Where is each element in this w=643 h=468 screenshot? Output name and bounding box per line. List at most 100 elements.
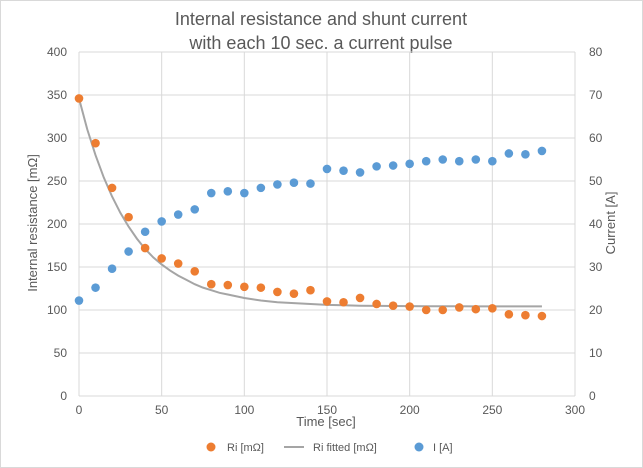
data-point-current [240, 188, 249, 198]
legend-marker-ri [206, 442, 216, 452]
data-point-ri [74, 94, 84, 103]
data-point-current [74, 296, 84, 305]
x-tick-label: 100 [234, 403, 254, 417]
y-right-tick-label: 60 [589, 131, 603, 145]
legend-marker-current [414, 442, 424, 452]
y-right-tick-label: 30 [589, 260, 603, 274]
data-point-ri [372, 299, 381, 309]
data-point-ri [405, 302, 414, 311]
data-point-ri [537, 311, 547, 321]
y-left-tick-label: 50 [54, 346, 68, 360]
y-right-tick-label: 50 [589, 174, 603, 188]
data-point-ri [521, 310, 530, 320]
legend-label-ri: Ri [mΩ] [227, 442, 264, 454]
x-axis-ticks: 0 50 100 150 200 250 300 [76, 403, 586, 417]
data-point-ri [190, 267, 200, 276]
plot-area [74, 94, 547, 321]
y-right-tick-label: 70 [589, 88, 603, 102]
y-left-axis-ticks: 0 50 100 150 200 250 300 350 400 [47, 45, 67, 403]
chart-title: Internal resistance and shunt current wi… [175, 9, 467, 53]
data-point-ri [488, 303, 497, 313]
data-point-ri [289, 289, 299, 298]
data-point-ri [240, 282, 249, 292]
data-point-ri [223, 280, 233, 290]
data-point-current [107, 264, 117, 274]
x-tick-label: 150 [317, 403, 337, 417]
data-point-current [355, 168, 365, 177]
y-left-tick-label: 300 [47, 131, 67, 145]
y-right-axis-title: Current [A] [603, 192, 618, 255]
data-point-ri [140, 243, 150, 253]
y-right-tick-label: 10 [589, 346, 603, 360]
data-point-ri [471, 304, 481, 314]
data-point-ri [157, 254, 166, 263]
data-point-current [206, 188, 216, 198]
data-point-current [454, 156, 464, 166]
y-left-axis-title: Internal resistance [mΩ] [25, 154, 40, 292]
data-point-current [504, 149, 514, 158]
y-left-tick-label: 100 [47, 303, 67, 317]
data-point-ri [206, 279, 216, 289]
data-point-ri [91, 138, 100, 148]
data-point-current [521, 150, 530, 159]
data-point-current [405, 159, 414, 169]
y-right-tick-label: 80 [589, 45, 603, 59]
data-point-current [173, 210, 183, 219]
x-tick-label: 0 [76, 403, 83, 417]
series-ri-fitted-line [78, 98, 542, 308]
data-point-current [388, 161, 398, 170]
data-point-current [438, 155, 448, 164]
legend: Ri [mΩ] Ri fitted [mΩ] I [A] [206, 442, 453, 454]
y-left-tick-label: 250 [47, 174, 67, 188]
data-point-current [91, 283, 100, 292]
data-point-current [256, 183, 266, 193]
x-tick-label: 300 [565, 403, 585, 417]
data-point-ri [504, 310, 514, 319]
x-tick-label: 50 [155, 403, 169, 417]
legend-label-ri-fitted: Ri fitted [mΩ] [313, 442, 377, 454]
data-point-current [471, 155, 481, 164]
y-right-tick-label: 20 [589, 303, 603, 317]
data-point-current [421, 156, 431, 166]
y-left-tick-label: 0 [60, 389, 67, 403]
data-point-current [273, 180, 282, 189]
y-left-tick-label: 350 [47, 88, 67, 102]
data-point-current [289, 178, 299, 188]
y-right-tick-label: 0 [589, 389, 596, 403]
chart-title-line-1: Internal resistance and shunt current [175, 9, 467, 29]
gridlines [78, 51, 576, 397]
data-point-ri [438, 305, 448, 315]
chart-title-line-2: with each 10 sec. a current pulse [188, 33, 452, 53]
data-point-ri [355, 293, 365, 303]
data-point-current [322, 164, 332, 174]
legend-label-current: I [A] [433, 442, 453, 454]
y-right-axis-ticks: 0 10 20 30 40 50 60 70 80 [589, 45, 603, 403]
x-tick-label: 200 [400, 403, 420, 417]
data-point-ri [124, 212, 133, 222]
data-point-current [140, 227, 150, 237]
y-right-tick-label: 40 [589, 217, 603, 231]
y-left-tick-label: 400 [47, 45, 67, 59]
data-point-current [190, 205, 200, 214]
y-left-tick-label: 200 [47, 217, 67, 231]
data-point-ri [107, 183, 117, 193]
x-tick-label: 250 [482, 403, 502, 417]
data-point-current [537, 146, 547, 156]
data-point-ri [388, 301, 398, 311]
data-point-ri [421, 305, 431, 315]
data-point-ri [454, 303, 464, 312]
data-point-ri [256, 283, 266, 292]
data-point-current [488, 156, 497, 166]
data-point-current [306, 179, 315, 188]
data-point-ri [339, 297, 348, 307]
data-point-ri [306, 285, 315, 295]
x-axis-title: Time [sec] [296, 414, 355, 429]
data-point-ri [173, 259, 183, 268]
data-point-current [223, 187, 233, 196]
data-point-current [372, 162, 381, 171]
y-left-tick-label: 150 [47, 260, 67, 274]
data-point-ri [322, 297, 332, 306]
data-point-ri [273, 287, 282, 297]
